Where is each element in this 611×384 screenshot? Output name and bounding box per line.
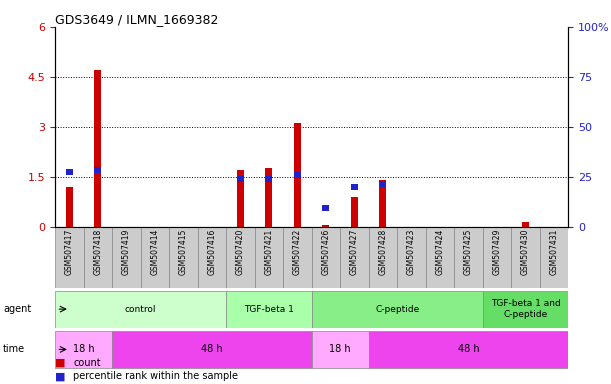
- Bar: [226, 227, 255, 288]
- Text: GSM507422: GSM507422: [293, 228, 302, 275]
- Bar: [483, 227, 511, 288]
- Bar: [294, 172, 301, 178]
- Bar: [426, 227, 454, 288]
- Text: GSM507425: GSM507425: [464, 228, 473, 275]
- Text: 48 h: 48 h: [458, 344, 479, 354]
- Text: time: time: [3, 344, 25, 354]
- Text: GSM507431: GSM507431: [549, 228, 558, 275]
- Text: TGF-beta 1: TGF-beta 1: [244, 305, 294, 314]
- Text: GSM507430: GSM507430: [521, 228, 530, 275]
- Bar: [94, 167, 101, 173]
- Bar: [379, 180, 386, 187]
- Bar: [265, 175, 273, 182]
- Bar: [312, 331, 368, 368]
- Bar: [55, 291, 226, 328]
- Bar: [55, 331, 112, 368]
- Bar: [511, 227, 540, 288]
- Bar: [55, 227, 84, 288]
- Text: ■: ■: [55, 358, 65, 368]
- Bar: [65, 169, 73, 175]
- Bar: [255, 227, 283, 288]
- Bar: [312, 227, 340, 288]
- Bar: [379, 180, 386, 227]
- Bar: [141, 227, 169, 288]
- Text: GDS3649 / ILMN_1669382: GDS3649 / ILMN_1669382: [55, 13, 218, 26]
- Bar: [237, 175, 244, 182]
- Text: ■: ■: [55, 371, 65, 381]
- Bar: [84, 227, 112, 288]
- Bar: [368, 227, 397, 288]
- Text: GSM507418: GSM507418: [93, 228, 102, 275]
- Text: percentile rank within the sample: percentile rank within the sample: [73, 371, 238, 381]
- Bar: [312, 291, 483, 328]
- Bar: [65, 187, 73, 227]
- Bar: [226, 291, 312, 328]
- Text: GSM507428: GSM507428: [378, 228, 387, 275]
- Bar: [94, 70, 101, 227]
- Bar: [265, 168, 273, 227]
- Bar: [294, 123, 301, 227]
- Text: TGF-beta 1 and
C-peptide: TGF-beta 1 and C-peptide: [491, 300, 560, 319]
- Bar: [197, 227, 226, 288]
- Bar: [283, 227, 312, 288]
- Bar: [340, 227, 368, 288]
- Text: GSM507429: GSM507429: [492, 228, 502, 275]
- Bar: [112, 331, 312, 368]
- Text: GSM507419: GSM507419: [122, 228, 131, 275]
- Bar: [351, 184, 358, 190]
- Text: 18 h: 18 h: [73, 344, 94, 354]
- Text: C-peptide: C-peptide: [375, 305, 419, 314]
- Text: count: count: [73, 358, 101, 368]
- Text: GSM507416: GSM507416: [207, 228, 216, 275]
- Text: GSM507414: GSM507414: [150, 228, 159, 275]
- Text: GSM507415: GSM507415: [179, 228, 188, 275]
- Bar: [522, 222, 529, 227]
- Bar: [397, 227, 426, 288]
- Bar: [483, 291, 568, 328]
- Bar: [351, 197, 358, 227]
- Text: 48 h: 48 h: [201, 344, 222, 354]
- Bar: [368, 331, 568, 368]
- Bar: [169, 227, 197, 288]
- Bar: [112, 227, 141, 288]
- Text: GSM507427: GSM507427: [350, 228, 359, 275]
- Text: 18 h: 18 h: [329, 344, 351, 354]
- Text: GSM507424: GSM507424: [436, 228, 444, 275]
- Text: GSM507417: GSM507417: [65, 228, 74, 275]
- Bar: [323, 225, 329, 227]
- Bar: [237, 170, 244, 227]
- Text: GSM507423: GSM507423: [407, 228, 416, 275]
- Text: GSM507421: GSM507421: [265, 228, 273, 275]
- Bar: [540, 227, 568, 288]
- Text: control: control: [125, 305, 156, 314]
- Bar: [323, 205, 329, 210]
- Text: GSM507426: GSM507426: [321, 228, 331, 275]
- Bar: [454, 227, 483, 288]
- Text: GSM507420: GSM507420: [236, 228, 245, 275]
- Text: agent: agent: [3, 304, 31, 314]
